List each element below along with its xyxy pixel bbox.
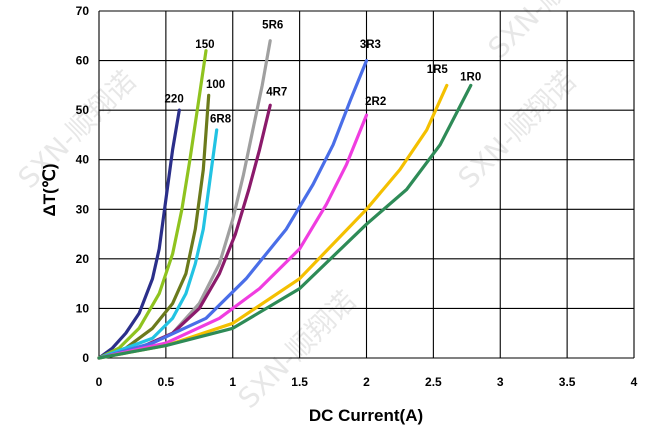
x-axis-title: DC Current(A) (309, 406, 423, 425)
x-tick-label: 3.5 (559, 375, 576, 389)
y-tick-label: 50 (76, 103, 90, 117)
y-axis-ticks: 0 10 20 30 40 50 60 70 (76, 4, 90, 365)
watermark-text: SXN-顺翔诺 (12, 64, 143, 195)
y-tick-label: 0 (82, 351, 89, 365)
series-label-2r2: 2R2 (365, 96, 386, 108)
series-labels: 220 150 100 6R8 5R6 4R7 3R3 2R2 1R5 1R0 (165, 19, 482, 125)
y-axis-title: ΔT(℃) (40, 163, 59, 216)
x-tick-label: 3 (497, 375, 504, 389)
y-tick-label: 30 (76, 202, 90, 216)
x-tick-label: 1.5 (291, 375, 308, 389)
series-line-150 (97, 49, 208, 360)
watermark-text: SXN-顺翔诺 (452, 64, 583, 195)
series-line-1r5 (97, 83, 449, 360)
series-label-1r5: 1R5 (427, 64, 449, 76)
series-lines (97, 39, 473, 360)
series-label-150: 150 (195, 39, 214, 51)
x-tick-label: 2.5 (425, 375, 442, 389)
series-line-220 (97, 108, 181, 360)
x-tick-label: 0 (96, 375, 103, 389)
series-line-6r8 (97, 128, 219, 360)
series-line-1r0 (97, 83, 473, 360)
series-label-1r0: 1R0 (460, 71, 481, 83)
series-label-6r8: 6R8 (210, 114, 232, 126)
series-line-2r2 (97, 113, 369, 360)
series-label-3r3: 3R3 (360, 39, 381, 51)
x-tick-label: 4 (631, 375, 638, 389)
y-tick-label: 20 (76, 252, 90, 266)
series-line-3r3 (97, 58, 369, 360)
watermark-text: SXN-顺翔诺 (232, 284, 363, 415)
y-tick-label: 10 (76, 301, 90, 315)
y-tick-label: 40 (76, 153, 90, 167)
x-tick-label: 1 (229, 375, 236, 389)
y-tick-label: 60 (76, 54, 90, 68)
series-label-5r6: 5R6 (262, 19, 283, 31)
x-tick-label: 0.5 (158, 375, 175, 389)
series-label-4r7: 4R7 (266, 86, 287, 98)
x-tick-label: 2 (363, 375, 370, 389)
watermark-text: SXN-顺翔诺 (482, 0, 613, 65)
x-axis-ticks: 0 0.5 1 1.5 2 2.5 3 3.5 4 (96, 375, 638, 389)
series-label-220: 220 (165, 94, 184, 106)
y-tick-label: 70 (76, 4, 90, 18)
series-label-100: 100 (206, 79, 225, 91)
